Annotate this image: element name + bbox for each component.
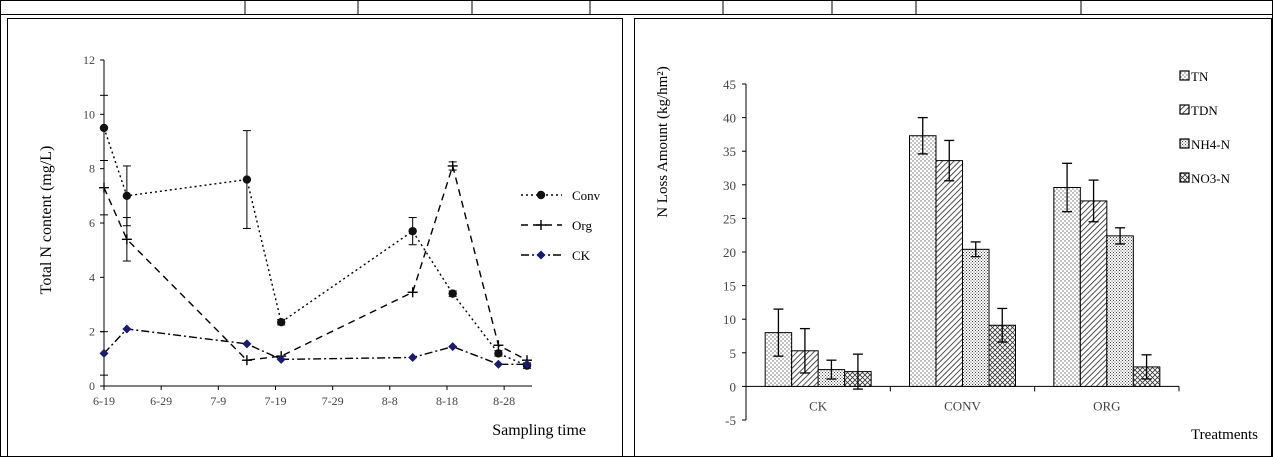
right-y-tick-label: 5: [730, 346, 737, 361]
right-axes: -5 0 5 10 15 20 25 30 35 40 45 CK CONV ORG: [723, 77, 1180, 428]
data-point-ck: [493, 359, 503, 369]
left-x-tick-label: 7-19: [264, 394, 286, 408]
data-point-org: [447, 160, 458, 171]
left-x-tick-label: 6-19: [93, 394, 115, 408]
left-x-tick-label: 8-28: [493, 394, 515, 408]
bar-nh4-n: [1106, 235, 1134, 387]
left-series-layer: [99, 94, 532, 376]
right-y-tick-label: 25: [723, 211, 736, 226]
legend-marker-org: [536, 220, 546, 230]
bar-tn: [909, 135, 937, 387]
data-point-conv: [99, 123, 109, 133]
right-legend: TN TDN NH4-N NO3-N: [1179, 69, 1231, 186]
data-point-org: [99, 182, 109, 193]
legend-swatch-tdn: [1179, 104, 1190, 115]
data-point-org: [121, 234, 132, 245]
right-y-tick-label: 15: [723, 279, 736, 294]
data-point-ck: [122, 324, 132, 334]
series-line-ck: [103, 328, 527, 365]
legend-label-conv: Conv: [572, 188, 601, 203]
right-y-tick-label: 45: [723, 77, 736, 92]
legend-swatch-no3-n: [1179, 172, 1190, 183]
legend-swatch-nh4-n: [1179, 138, 1190, 149]
left-x-tick-label: 6-29: [150, 394, 172, 408]
legend-label-org: Org: [572, 218, 592, 233]
legend-marker-conv: [536, 190, 546, 200]
data-point-org: [493, 340, 504, 351]
bar-chart: -5 0 5 10 15 20 25 30 35 40 45 CK CONV ORG N Loss Amo…: [655, 66, 1258, 443]
left-y-axis-title: Total N content (mg/L): [38, 146, 55, 295]
data-point-ck: [242, 339, 252, 349]
data-point-conv: [242, 175, 252, 184]
bar-nh4-n: [962, 248, 990, 387]
left-x-tick-label: 8-18: [436, 394, 458, 408]
left-y-tick-label: 10: [83, 107, 95, 121]
legend-label-no3-n: NO3-N: [1191, 171, 1231, 186]
bar-tdn: [935, 160, 963, 387]
data-point-conv: [494, 349, 503, 358]
data-point-ck: [408, 352, 418, 362]
bar-tn: [1053, 186, 1081, 387]
category-label: ORG: [1093, 398, 1120, 413]
left-y-tick-label: 0: [89, 379, 95, 393]
legend-label-nh4-n: NH4-N: [1191, 137, 1231, 152]
right-y-tick-label: 20: [723, 245, 736, 260]
left-legend: Conv Org CK: [521, 188, 601, 263]
left-x-tick-label: 8-8: [382, 394, 398, 408]
right-y-tick-label: 40: [723, 111, 736, 126]
series-line-org: [103, 163, 528, 361]
right-y-tick-label: 0: [730, 379, 737, 394]
right-y-tick-label: 10: [723, 312, 736, 327]
right-x-axis-title: Treatments: [1191, 427, 1258, 443]
legend-label-tn: TN: [1191, 69, 1209, 84]
data-point-org: [407, 287, 418, 298]
right-y-tick-label: -5: [725, 413, 736, 428]
category-label: CONV: [944, 398, 981, 413]
legend-label-tdn: TDN: [1191, 103, 1218, 118]
series-line-conv: [103, 127, 528, 367]
data-point-conv: [448, 289, 457, 298]
left-y-tick-label: 8: [89, 162, 95, 176]
data-point-ck: [99, 348, 109, 358]
data-point-ck: [276, 354, 286, 364]
data-point-ck: [522, 359, 532, 369]
left-y-tick-label: 4: [89, 270, 95, 284]
left-y-tick-label: 6: [89, 216, 95, 230]
left-x-axis-title: Sampling time: [492, 422, 586, 439]
legend-swatch-tn: [1179, 70, 1190, 81]
right-y-tick-label: 30: [723, 178, 736, 193]
left-x-tick-label: 7-29: [322, 394, 344, 408]
category-label: CK: [809, 398, 828, 413]
data-point-ck: [448, 342, 458, 352]
data-point-conv: [277, 317, 286, 327]
legend-marker-ck: [536, 250, 546, 260]
legend-label-ck: CK: [572, 248, 591, 263]
data-point-conv: [408, 226, 417, 236]
data-point-conv: [122, 191, 132, 201]
right-bars-layer: [764, 116, 1161, 390]
left-y-tick-label: 12: [83, 53, 95, 67]
left-y-tick-label: 2: [89, 325, 95, 339]
data-point-org: [241, 355, 252, 366]
left-x-tick-label: 7-9: [210, 394, 226, 408]
left-axes: 0 2 4 6 8 10 12 6-19 6-29 7-9 7-19 7-29 8-8 8-18 8-28: [83, 53, 532, 408]
right-y-axis-title: N Loss Amount (kg/hm²): [655, 66, 671, 218]
bar-tdn: [1079, 200, 1108, 387]
right-y-tick-label: 35: [723, 144, 736, 159]
